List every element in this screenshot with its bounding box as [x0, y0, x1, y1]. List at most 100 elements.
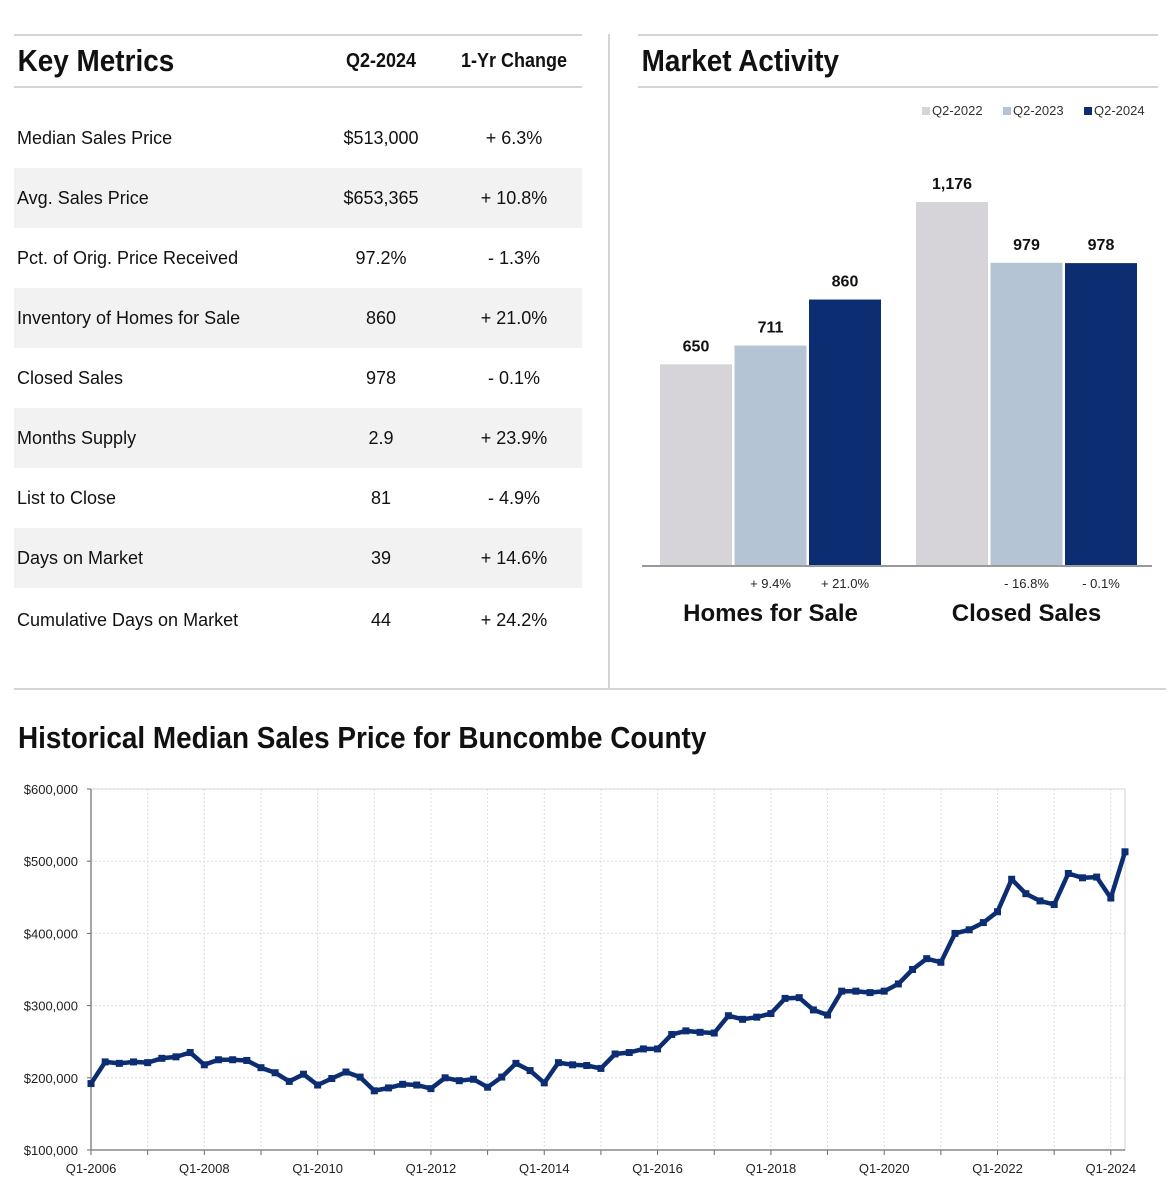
- bar-value-label: 1,176: [932, 176, 972, 193]
- y-tick-label: $300,000: [24, 999, 78, 1014]
- data-point: [172, 1053, 180, 1061]
- data-point: [880, 987, 888, 995]
- data-point: [1079, 874, 1087, 882]
- bar: [734, 345, 807, 565]
- bar: [809, 299, 881, 565]
- data-point: [257, 1064, 265, 1072]
- data-point: [696, 1028, 704, 1036]
- data-point: [682, 1027, 690, 1035]
- historical-median-price-chart: $100,000 $200,000 $300,000 $400,000 $500,000…: [24, 782, 1137, 1176]
- metric-value: $653,365: [343, 188, 419, 208]
- metric-value: 39: [370, 548, 392, 568]
- metric-value: 2.9: [368, 428, 394, 448]
- data-point: [214, 1056, 222, 1064]
- bar: [1065, 263, 1137, 565]
- data-point: [413, 1081, 421, 1089]
- metric-change: - 1.3%: [487, 248, 541, 268]
- bar-change-label: + 21.0%: [821, 576, 870, 591]
- data-point: [724, 1012, 732, 1020]
- metric-row: List to Close 81 - 4.9%: [14, 468, 582, 528]
- data-point: [1064, 869, 1072, 877]
- data-point: [1036, 897, 1044, 905]
- metric-value: $513,000: [343, 128, 419, 148]
- data-point: [87, 1080, 95, 1088]
- category-label: Closed Sales: [952, 600, 1101, 627]
- metric-row: Closed Sales 978 - 0.1%: [14, 348, 582, 408]
- key-metrics-table: Median Sales Price $513,000 + 6.3% Avg. Sal…: [14, 108, 582, 652]
- data-point: [1121, 848, 1129, 856]
- data-point: [512, 1059, 520, 1067]
- data-point: [1107, 894, 1115, 902]
- data-point: [753, 1013, 761, 1021]
- metric-change: + 24.2%: [480, 610, 548, 630]
- metric-label: Cumulative Days on Market: [17, 609, 239, 630]
- key-metrics-title: Key Metrics: [17, 43, 175, 78]
- metric-change: - 4.9%: [487, 488, 541, 508]
- metric-label: Avg. Sales Price: [17, 187, 149, 208]
- metric-value: 81: [370, 488, 392, 508]
- metric-change: + 23.9%: [480, 428, 548, 448]
- change-column-header: 1-Yr Change: [460, 49, 568, 72]
- data-point: [399, 1080, 407, 1088]
- metric-label: Closed Sales: [17, 367, 124, 388]
- metric-change: - 0.1%: [487, 368, 541, 388]
- bar-value-label: 650: [683, 338, 710, 355]
- data-point: [285, 1077, 293, 1085]
- metric-change: + 10.8%: [480, 188, 548, 208]
- category-label: Homes for Sale: [683, 600, 858, 627]
- data-point: [200, 1061, 208, 1069]
- data-point: [809, 1006, 817, 1014]
- metric-label: Days on Market: [17, 547, 144, 568]
- x-tick-label: Q1-2022: [972, 1161, 1023, 1176]
- panel-vertical-divider: [608, 34, 610, 690]
- y-tick-label: $200,000: [24, 1071, 78, 1086]
- data-point: [243, 1056, 251, 1064]
- data-point: [441, 1074, 449, 1082]
- period-column-header: Q2-2024: [345, 49, 417, 72]
- data-point: [852, 987, 860, 995]
- data-point: [838, 987, 846, 995]
- data-point: [739, 1015, 747, 1023]
- x-tick-label: Q1-2014: [519, 1161, 570, 1176]
- metric-label: Pct. of Orig. Price Received: [17, 247, 239, 268]
- key-metrics-header: Key Metrics Q2-2024 1-Yr Change: [14, 36, 582, 88]
- plot-frame: [90, 788, 1126, 1151]
- metric-change: + 6.3%: [485, 128, 543, 148]
- market-activity-panel: Market Activity Q2-2022 Q2-2023 Q2-2024 650…: [638, 34, 1158, 654]
- x-tick-label: Q1-2018: [746, 1161, 797, 1176]
- x-tick-label: Q1-2020: [859, 1161, 910, 1176]
- data-point: [484, 1083, 492, 1091]
- data-point: [824, 1011, 832, 1019]
- metric-row: Months Supply 2.9 + 23.9%: [14, 408, 582, 468]
- data-point: [356, 1073, 364, 1081]
- data-point: [625, 1049, 633, 1057]
- legend-swatch: [1084, 107, 1092, 115]
- bar: [990, 262, 1063, 565]
- x-tick-label: Q1-2012: [406, 1161, 457, 1176]
- x-tick-label: Q1-2016: [632, 1161, 683, 1176]
- data-point: [611, 1050, 619, 1058]
- data-point: [328, 1075, 336, 1083]
- legend-label: Q2-2023: [1013, 103, 1064, 118]
- data-point: [668, 1030, 676, 1038]
- market-activity-top-rule: [638, 34, 1158, 36]
- data-point: [144, 1059, 152, 1067]
- data-point: [795, 994, 803, 1002]
- data-point: [654, 1045, 662, 1053]
- bar-value-label: 978: [1088, 237, 1115, 254]
- bar-change-label: - 0.1%: [1082, 576, 1120, 591]
- data-point: [299, 1070, 307, 1078]
- bar-change-label: - 16.8%: [1004, 576, 1049, 591]
- x-tick-label: Q1-2024: [1086, 1161, 1137, 1176]
- y-tick-label: $100,000: [24, 1143, 78, 1158]
- legend-label: Q2-2022: [932, 103, 983, 118]
- metric-row: Median Sales Price $513,000 + 6.3%: [14, 108, 582, 168]
- bar-value-label: 979: [1013, 237, 1040, 254]
- data-point: [909, 966, 917, 973]
- x-tick-label: Q1-2010: [292, 1161, 343, 1176]
- data-point: [710, 1029, 718, 1037]
- historical-chart-title: Historical Median Sales Price for Buncom…: [18, 720, 707, 755]
- data-point: [101, 1058, 109, 1066]
- data-point: [923, 955, 931, 963]
- metric-row: Cumulative Days on Market 44 + 24.2%: [14, 588, 582, 652]
